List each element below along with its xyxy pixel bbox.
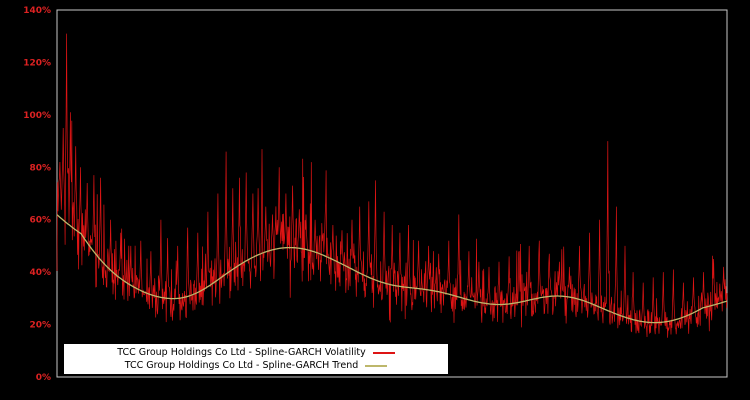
legend-label-volatility: TCC Group Holdings Co Ltd - Spline-GARCH… [117, 347, 366, 358]
legend-item-trend: TCC Group Holdings Co Ltd - Spline-GARCH… [64, 359, 448, 372]
y-axis-tick-label: 120% [23, 58, 51, 68]
trend-series-line [56, 214, 728, 324]
trend-line-sample-icon [365, 364, 388, 367]
y-axis-tick-label: 60% [29, 216, 51, 226]
legend-item-volatility: TCC Group Holdings Co Ltd - Spline-GARCH… [64, 346, 448, 359]
y-axis-tick-label: 0% [36, 373, 51, 383]
y-axis-tick-label: 140% [23, 6, 51, 16]
volatility-line-sample-icon [372, 351, 395, 354]
y-axis-tick-label: 20% [29, 321, 51, 331]
legend: TCC Group Holdings Co Ltd - Spline-GARCH… [64, 344, 448, 374]
y-axis-tick-label: 80% [29, 163, 51, 173]
volatility-series-line [56, 33, 728, 338]
legend-label-trend: TCC Group Holdings Co Ltd - Spline-GARCH… [124, 360, 359, 371]
y-axis: 0% 20% 40% 60% 80% 100% 120% 140% [23, 6, 51, 383]
y-axis-tick-label: 100% [23, 111, 51, 121]
y-axis-tick-label: 40% [29, 268, 51, 278]
plot-area-border [56, 9, 728, 378]
